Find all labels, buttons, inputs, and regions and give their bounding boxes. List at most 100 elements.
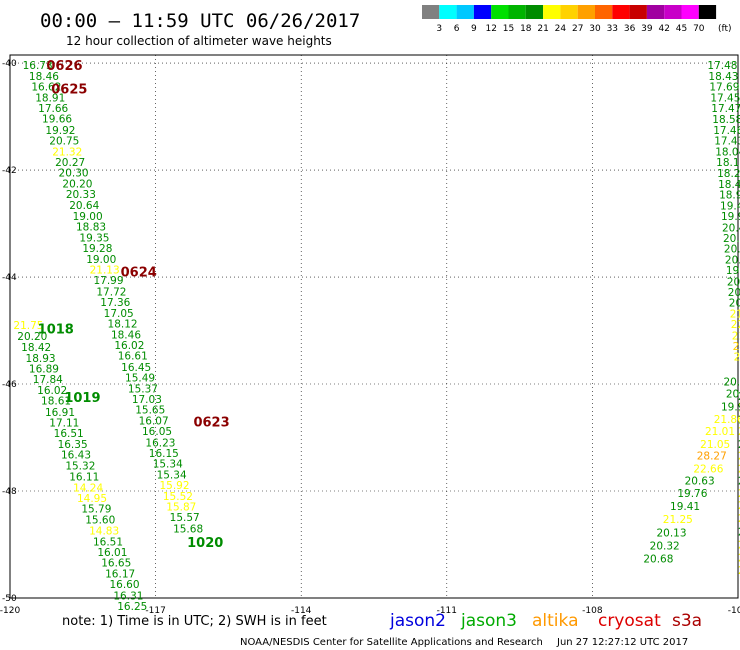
swh-reading: 16.89 — [29, 363, 59, 375]
swh-reading: 18.28 — [717, 168, 740, 180]
satellite-jason3: jason3 — [460, 611, 517, 631]
swh-reading: 18.12 — [108, 319, 138, 331]
swh-reading: 18.61 — [41, 396, 71, 408]
swh-reading: 19.28 — [82, 243, 112, 255]
swh-reading: 16.07 — [139, 415, 169, 427]
swh-reading: 16.51 — [93, 536, 123, 548]
swh-reading: 20.15 — [725, 254, 740, 266]
satellite-cryosat: cryosat — [598, 611, 661, 631]
pass-time-label: 0626 — [46, 59, 82, 74]
legend-swatch — [698, 5, 717, 19]
swh-reading: 20.64 — [69, 200, 99, 212]
swh-reading: 15.52 — [163, 491, 193, 503]
pass-time-label: 1019 — [64, 391, 100, 406]
swh-reading: 16.65 — [101, 558, 131, 570]
legend-value: 70 — [693, 24, 705, 34]
swh-reading: 15.34 — [153, 459, 183, 471]
swh-reading: 15.65 — [135, 405, 165, 417]
latitude-tick: -44 — [2, 273, 17, 283]
track-0234: 17.4818.4317.6917.4517.4718.5817.4617.43… — [707, 60, 740, 364]
swh-reading: 16.17 — [105, 568, 135, 580]
latitude-tick: -48 — [2, 487, 17, 497]
swh-reading: 18.42 — [21, 342, 51, 354]
swh-reading: 21.32 — [52, 146, 82, 158]
satellite-legend: jason2 jason3 altika cryosat s3a — [389, 611, 702, 631]
swh-reading: 17.72 — [96, 286, 126, 298]
swh-reading: 21.39 — [738, 426, 740, 438]
longitude-tick: -111 — [437, 606, 457, 616]
swh-reading: 16.61 — [118, 351, 148, 363]
swh-reading: 20.32 — [650, 541, 680, 553]
swh-reading: 16.23 — [145, 437, 175, 449]
swh-reading: 21.43 — [738, 540, 740, 552]
swh-reading: 14.95 — [77, 493, 107, 505]
longitude-tick: -114 — [291, 606, 312, 616]
map-subtitle: 12 hour collection of altimeter wave hei… — [66, 34, 332, 48]
swh-reading: 23.92 — [738, 565, 740, 577]
swh-reading: 15.79 — [81, 504, 111, 516]
swh-reading: 17.03 — [132, 394, 162, 406]
swh-reading: 17.99 — [93, 275, 123, 287]
legend-unit: (ft) — [718, 24, 732, 34]
swh-reading: 17.05 — [104, 308, 134, 320]
swh-reading: 20.13 — [656, 528, 686, 540]
legend-value: 9 — [471, 24, 477, 34]
legend-swatch — [577, 5, 595, 19]
track-0234b: 20.4420.5720.2919.9119.9621.8619.9621.01… — [643, 376, 740, 577]
latitude-tick: -50 — [2, 594, 17, 604]
swh-reading: 18.14 — [716, 157, 740, 169]
swh-reading: 20.33 — [66, 189, 96, 201]
swh-reading: 18.93 — [26, 353, 56, 365]
latitude-tick: -46 — [2, 380, 17, 390]
legend-swatch — [439, 5, 457, 19]
swh-reading: 14.24 — [73, 482, 103, 494]
legend-swatch — [646, 5, 665, 19]
swh-reading: 22.16 — [734, 352, 740, 364]
legend-value: 27 — [572, 24, 583, 34]
swh-reading: 16.02 — [37, 385, 67, 397]
legend-swatch — [422, 5, 440, 19]
swh-reading: 21.53 — [732, 330, 740, 342]
pass-time-label: 0625 — [51, 83, 87, 98]
swh-reading: 15.49 — [125, 373, 155, 385]
swh-reading: 17.11 — [49, 418, 79, 430]
swh-reading: 21.01 — [738, 451, 740, 463]
track-0626: 16.7318.4616.6218.9117.6619.6619.9220.75… — [23, 60, 204, 535]
legend-swatch — [560, 5, 578, 19]
swh-reading: 19.96 — [738, 403, 740, 415]
swh-reading: 16.73 — [23, 60, 53, 72]
swh-reading: 18.42 — [718, 179, 740, 191]
swh-reading: 17.46 — [713, 125, 740, 137]
swh-reading: 20.44 — [723, 376, 740, 388]
latitude-tick: -42 — [2, 166, 17, 176]
lat-lon-grid — [9, 55, 739, 599]
longitude-tick-labels: -120 -117 -114 -111 -108 -105 — [0, 606, 740, 616]
swh-reading: 19.35 — [79, 232, 109, 244]
swh-reading: 20.29 — [738, 391, 740, 403]
swh-reading: 21.05 — [700, 439, 730, 451]
footer-credit: NOAA/NESDIS Center for Satellite Applica… — [240, 637, 543, 648]
longitude-tick: -105 — [728, 606, 740, 616]
legend-value: 42 — [658, 24, 669, 34]
swh-reading: 20.46 — [722, 222, 740, 234]
swh-reading: 15.57 — [170, 512, 200, 524]
legend-swatch — [664, 5, 682, 19]
swh-reading: 16.05 — [142, 426, 172, 438]
swh-reading: 20.40 — [729, 298, 740, 310]
footer-timestamp: Jun 27 12:27:12 UTC 2017 — [556, 637, 688, 648]
pass-time-labels: 0626062506240623101810191020023402330202 — [38, 59, 230, 551]
legend-swatch — [543, 5, 561, 19]
swh-reading: 15.92 — [159, 480, 189, 492]
swh-reading: 17.45 — [710, 92, 740, 104]
swh-reading: 21.75 — [13, 320, 43, 332]
swh-reading: 16.62 — [31, 82, 61, 94]
swh-reading: 24.01 — [733, 341, 740, 353]
swh-reading: 20.11 — [738, 439, 740, 451]
swh-reading: 22.52 — [738, 464, 740, 476]
swh-reading: 17.66 — [38, 103, 68, 115]
swh-reading: 18.91 — [35, 92, 65, 104]
swh-reading: 28.27 — [697, 451, 727, 463]
satellite-altika: altika — [532, 611, 579, 631]
swh-reading: 20.20 — [17, 331, 47, 343]
